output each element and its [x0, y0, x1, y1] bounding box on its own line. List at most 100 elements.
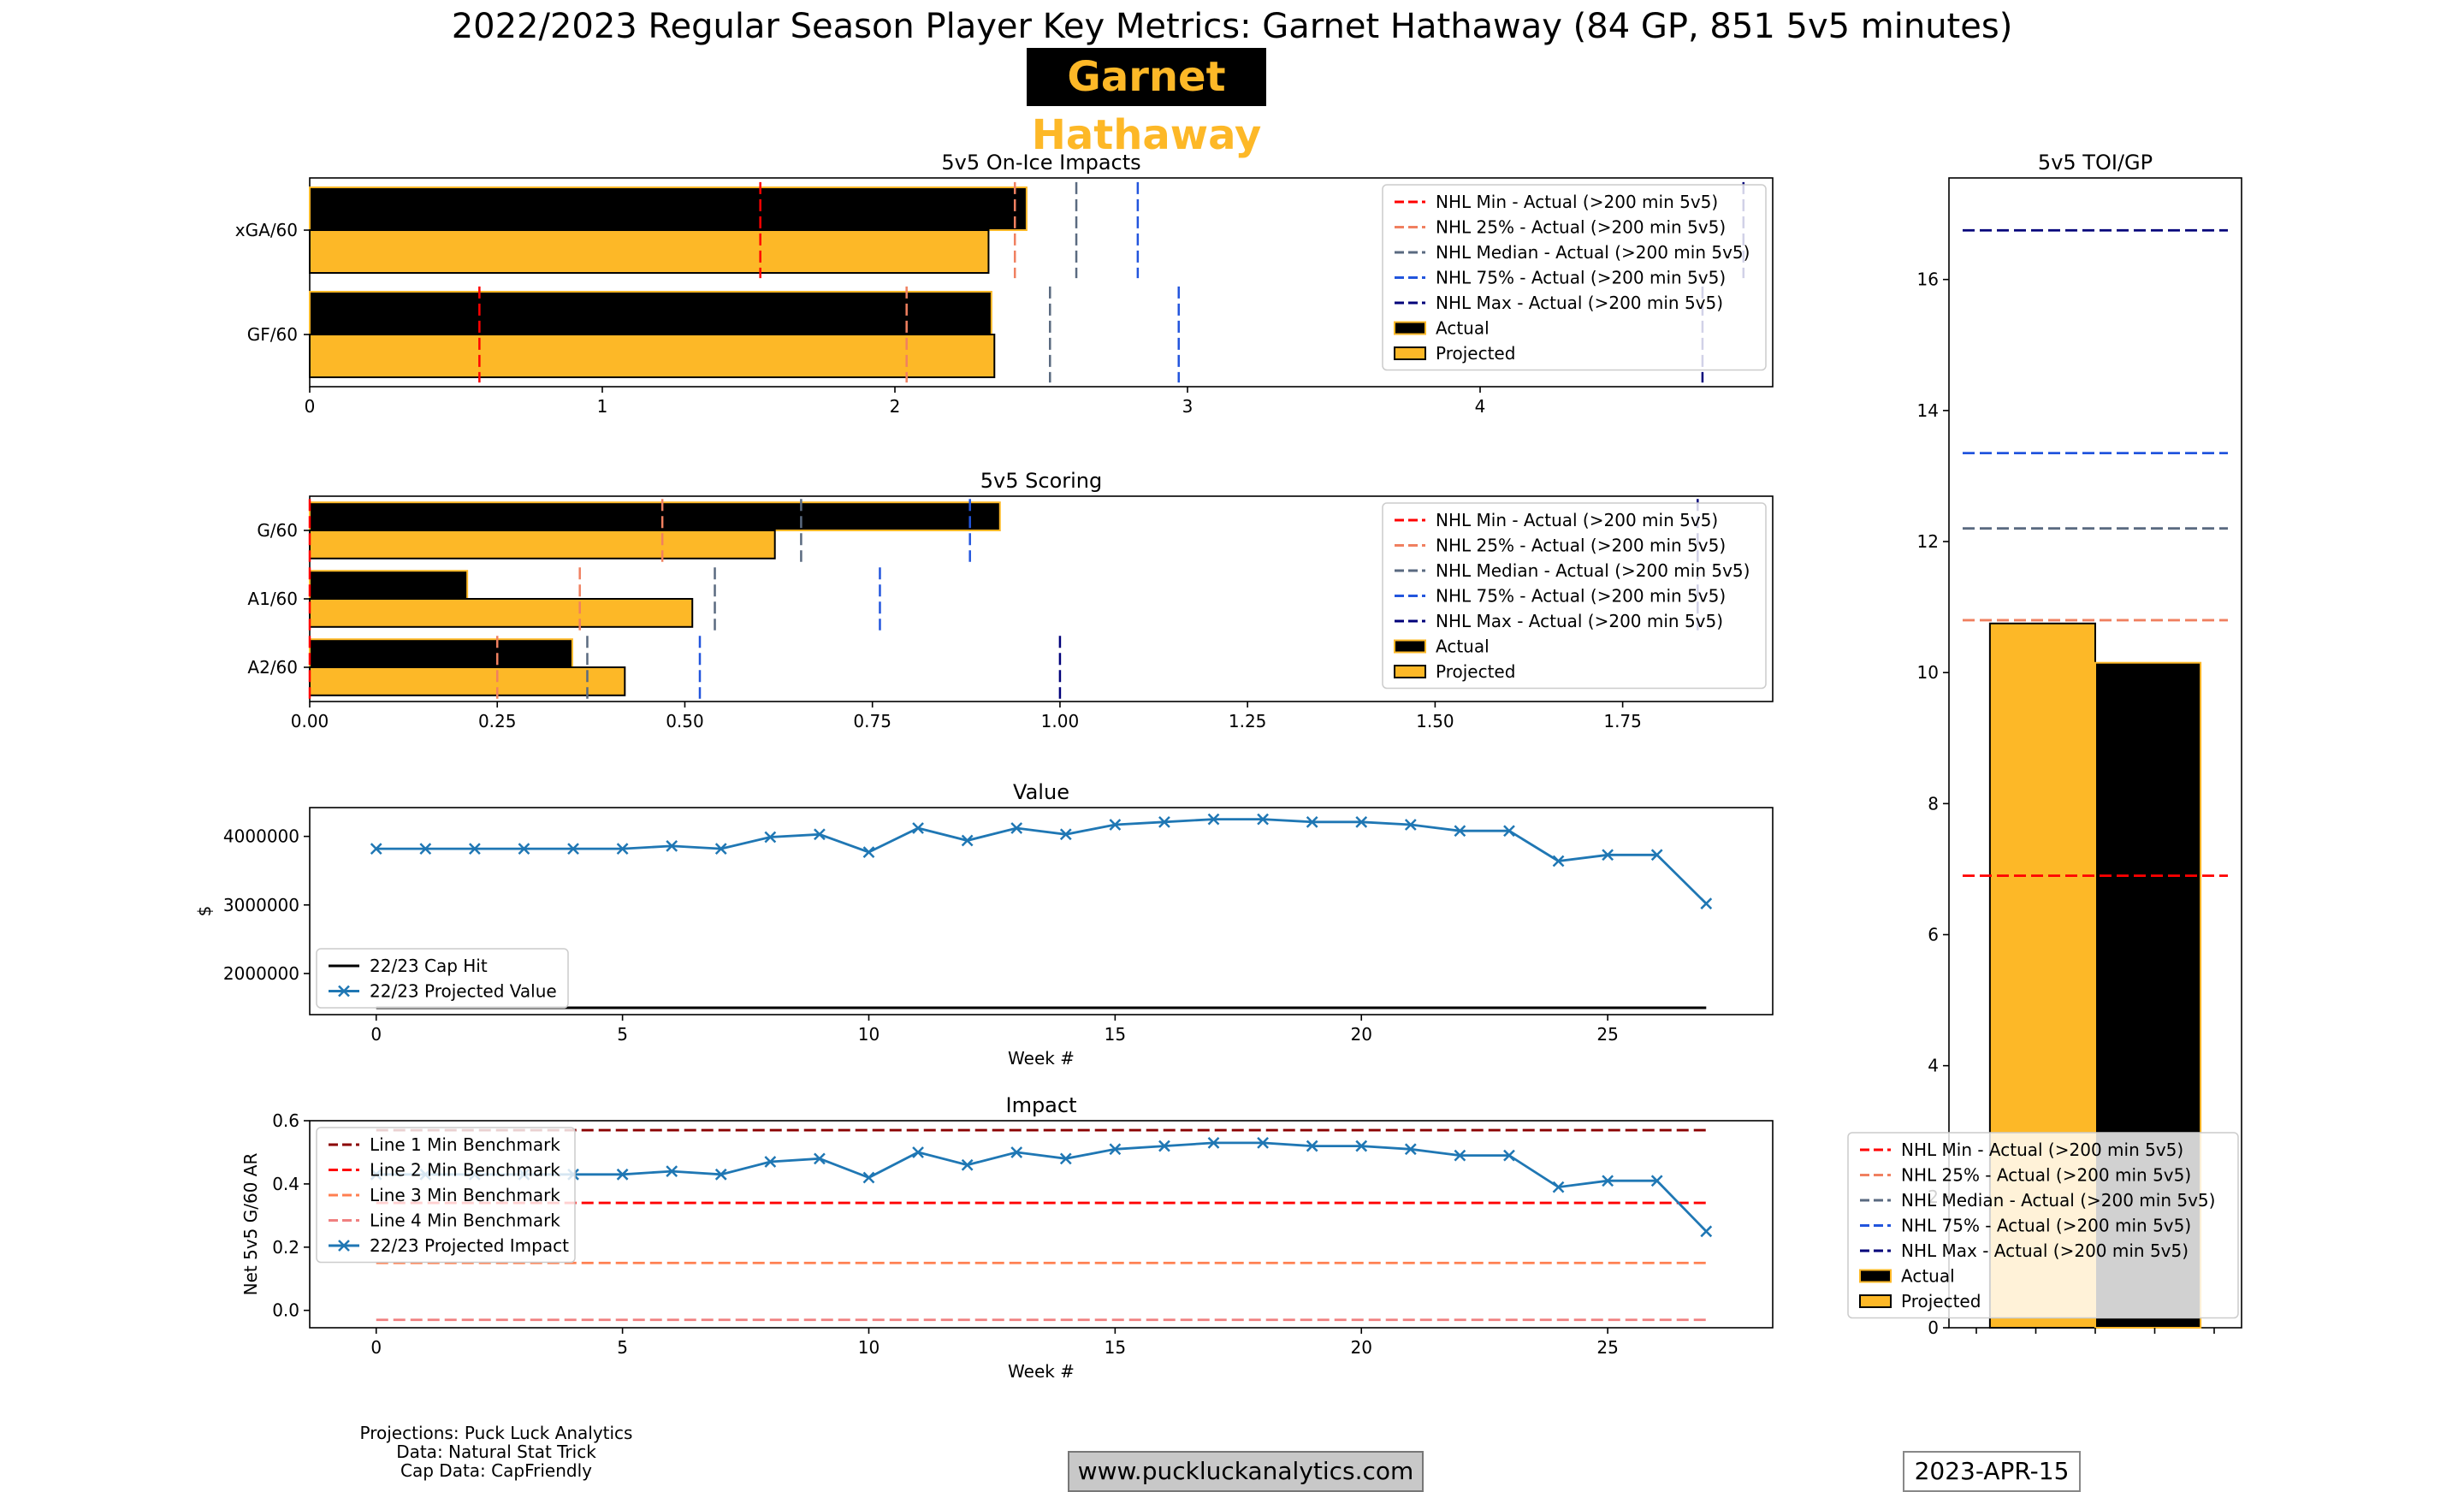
value-xtick-label-5: 25 [1596, 1024, 1618, 1045]
impact-point-17 [1207, 1136, 1220, 1149]
value-xtick-label-0: 0 [370, 1024, 382, 1045]
toi-legend-label-2: NHL Median - Actual (>200 min 5v5) [1901, 1190, 2215, 1211]
value-point-16 [1158, 815, 1170, 828]
value-point-9 [814, 828, 826, 841]
impact-point-14 [1059, 1152, 1072, 1165]
onice-bar-actual-1 [309, 290, 992, 336]
impact-point-18 [1257, 1136, 1269, 1149]
impact-point-6 [666, 1165, 678, 1177]
scoring-bar-actual-0 [309, 501, 1001, 532]
value-point-19 [1306, 815, 1318, 828]
value-ytick-label-2: 4000000 [223, 826, 299, 847]
impact-xtick-label-3: 15 [1105, 1337, 1126, 1358]
impact-point-12 [961, 1158, 974, 1171]
scoring-legend-label-4: NHL Max - Actual (>200 min 5v5) [1436, 611, 1723, 631]
impact-point-9 [814, 1152, 826, 1165]
onice-category-label-0: xGA/60 [235, 220, 298, 240]
onice-xtick-label-0: 0 [305, 396, 316, 417]
scoring-legend-label-6: Projected [1436, 661, 1515, 682]
value-ytick-label-1: 3000000 [223, 895, 299, 915]
impact-point-27 [1700, 1225, 1713, 1238]
impact-point-26 [1650, 1175, 1663, 1187]
toi-legend-label-6: Projected [1901, 1291, 1981, 1311]
value-point-14 [1059, 828, 1072, 841]
onice-legend-label-0: NHL Min - Actual (>200 min 5v5) [1436, 192, 1718, 212]
impact-series-line-0 [376, 1141, 1708, 1233]
impact-ytick-label-0: 0.0 [272, 1300, 299, 1321]
value-point-22 [1454, 825, 1466, 838]
value-legend [316, 948, 569, 1009]
toi-ytick-label-0: 0 [1928, 1317, 1939, 1338]
onice-legend-label-1: NHL 25% - Actual (>200 min 5v5) [1436, 217, 1726, 238]
impact-point-10 [862, 1171, 875, 1184]
onice-title: 5v5 On-Ice Impacts [941, 151, 1140, 175]
value-point-1 [419, 843, 432, 855]
value-point-12 [961, 834, 974, 847]
scoring-xtick-label-0: 0.00 [291, 711, 329, 731]
toi-legend-label-1: NHL 25% - Actual (>200 min 5v5) [1901, 1165, 2191, 1186]
impact-xtick-label-2: 10 [858, 1337, 880, 1358]
impact-legend [316, 1127, 576, 1264]
value-point-7 [714, 843, 727, 855]
impact-point-8 [764, 1156, 777, 1168]
onice-xtick-label-2: 2 [890, 396, 901, 417]
toi-legend-label-5: Actual [1901, 1266, 1955, 1287]
value-point-24 [1552, 855, 1565, 867]
value-xtick-label-1: 5 [617, 1024, 628, 1045]
scoring-category-label-0: G/60 [257, 520, 298, 541]
value-ytick-label-0: 2000000 [223, 963, 299, 984]
scoring-xtick-label-3: 0.75 [853, 711, 891, 731]
toi-title: 5v5 TOI/GP [2038, 151, 2153, 175]
impact-point-22 [1454, 1149, 1466, 1162]
value-ylabel: $ [194, 906, 215, 917]
value-point-27 [1700, 897, 1713, 910]
impact-ytick-label-3: 0.6 [272, 1110, 299, 1131]
impact-point-21 [1404, 1143, 1417, 1156]
impact-xlabel: Week # [1008, 1361, 1075, 1382]
value-legend-marker-1 [338, 985, 350, 998]
impact-point-15 [1109, 1143, 1122, 1156]
value-point-23 [1503, 825, 1515, 838]
onice-legend-label-3: NHL 75% - Actual (>200 min 5v5) [1436, 268, 1726, 288]
scoring-legend-label-2: NHL Median - Actual (>200 min 5v5) [1436, 560, 1750, 581]
credit-data: Data: Natural Stat Trick [396, 1442, 596, 1462]
value-point-20 [1355, 815, 1368, 828]
toi-ytick-label-2: 4 [1928, 1056, 1939, 1076]
scoring-xtick-label-5: 1.25 [1229, 711, 1267, 731]
scoring-title: 5v5 Scoring [980, 469, 1102, 493]
value-point-15 [1109, 819, 1122, 831]
impact-ytick-label-2: 0.4 [272, 1174, 299, 1194]
scoring-bar-actual-1 [309, 570, 469, 601]
toi-ytick-label-6: 12 [1917, 531, 1939, 552]
value-point-21 [1404, 819, 1417, 831]
onice-legend-swatch-5 [1394, 321, 1426, 335]
impact-point-16 [1158, 1140, 1170, 1152]
value-point-26 [1650, 849, 1663, 861]
credits-block: Projections: Puck Luck Analytics Data: N… [325, 1424, 667, 1480]
toi-legend-label-4: NHL Max - Actual (>200 min 5v5) [1901, 1240, 2189, 1261]
value-point-11 [912, 822, 924, 834]
value-point-5 [616, 843, 629, 855]
onice-bar-actual-0 [309, 186, 1028, 231]
toi-legend-label-0: NHL Min - Actual (>200 min 5v5) [1901, 1140, 2183, 1160]
scoring-xtick-label-6: 1.50 [1416, 711, 1454, 731]
onice-legend-label-6: Projected [1436, 343, 1515, 364]
scoring-xtick-label-2: 0.50 [666, 711, 704, 731]
scoring-xtick-label-4: 1.00 [1041, 711, 1080, 731]
toi-legend [1847, 1132, 2239, 1319]
value-point-18 [1257, 813, 1269, 826]
impact-legend-label-4: 22/23 Projected Impact [370, 1235, 569, 1256]
scoring-legend-label-1: NHL 25% - Actual (>200 min 5v5) [1436, 536, 1726, 556]
scoring-legend-swatch-6 [1394, 665, 1426, 678]
scoring-legend-label-0: NHL Min - Actual (>200 min 5v5) [1436, 510, 1718, 530]
onice-bar-projected-1 [309, 334, 996, 379]
website-label: www.puckluckanalytics.com [1068, 1451, 1424, 1492]
impact-point-19 [1306, 1140, 1318, 1152]
onice-legend-swatch-6 [1394, 346, 1426, 360]
value-title: Value [1013, 780, 1069, 804]
impact-legend-label-0: Line 1 Min Benchmark [370, 1134, 560, 1155]
impact-point-25 [1602, 1175, 1614, 1187]
scoring-bar-projected-2 [309, 666, 626, 696]
impact-xtick-label-1: 5 [617, 1337, 628, 1358]
impact-ylabel: Net 5v5 G/60 AR [240, 1153, 261, 1296]
